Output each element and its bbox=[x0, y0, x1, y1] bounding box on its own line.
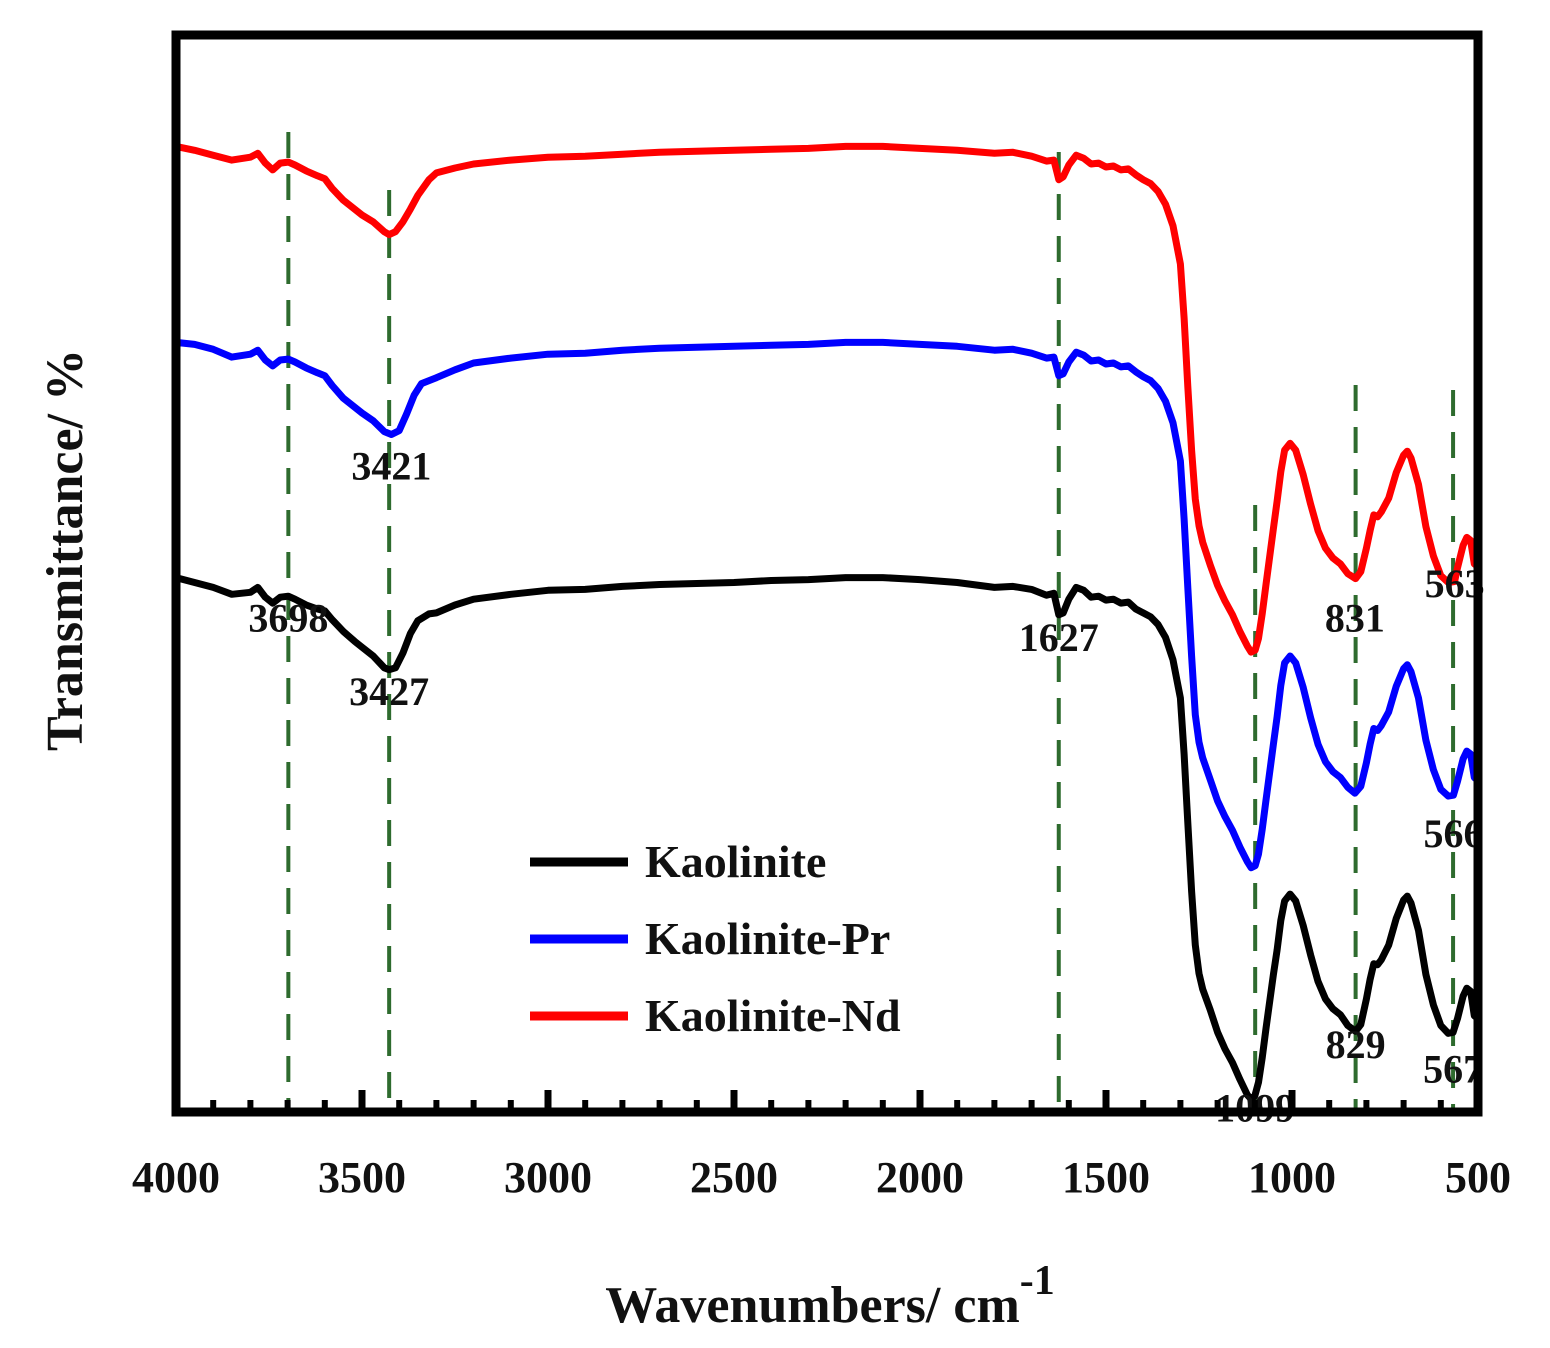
x-tick-label-500: 500 bbox=[1445, 1153, 1511, 1202]
y-axis-title: Transmittance/ % bbox=[37, 349, 94, 751]
series-line-kaolinite-nd bbox=[172, 142, 1482, 656]
series-layer bbox=[172, 142, 1482, 1103]
x-tick-label-2000: 2000 bbox=[876, 1153, 964, 1202]
peak-label-3427: 3427 bbox=[349, 669, 429, 714]
x-tick-label-4000: 4000 bbox=[132, 1153, 220, 1202]
x-axis-title: Wavenumbers/ cm-1 bbox=[605, 1258, 1055, 1334]
x-axis-ticks bbox=[172, 1090, 1482, 1112]
x-tick-label-3500: 3500 bbox=[318, 1153, 406, 1202]
x-tick-label-1000: 1000 bbox=[1248, 1153, 1336, 1202]
peak-label-566: 566 bbox=[1423, 811, 1483, 856]
annotation-layer: 36983427342116271099829567831566563 bbox=[248, 444, 1484, 1131]
x-tick-label-1500: 1500 bbox=[1062, 1153, 1150, 1202]
legend-label-kaolinite-nd: Kaolinite-Nd bbox=[645, 990, 901, 1041]
peak-label-3698: 3698 bbox=[248, 596, 328, 641]
x-tick-label-2500: 2500 bbox=[690, 1153, 778, 1202]
peak-label-3421: 3421 bbox=[351, 444, 431, 489]
legend-label-kaolinite: Kaolinite bbox=[645, 836, 826, 887]
x-tick-label-3000: 3000 bbox=[504, 1153, 592, 1202]
peak-label-567: 567 bbox=[1423, 1046, 1483, 1091]
legend-label-kaolinite-pr: Kaolinite-Pr bbox=[645, 913, 890, 964]
peak-label-1627: 1627 bbox=[1019, 615, 1099, 660]
reference-lines bbox=[286, 132, 1456, 1108]
x-axis-tick-labels: 4000 3500 3000 2500 2000 1500 1000 500 bbox=[132, 1153, 1511, 1202]
series-line-kaolinite-pr bbox=[172, 338, 1482, 872]
plot-frame bbox=[171, 30, 1483, 1117]
peak-label-829: 829 bbox=[1326, 1022, 1386, 1067]
peak-label-831: 831 bbox=[1325, 596, 1385, 641]
series-line-kaolinite bbox=[172, 574, 1482, 1103]
legend: Kaolinite Kaolinite-Pr Kaolinite-Nd bbox=[530, 836, 901, 1041]
